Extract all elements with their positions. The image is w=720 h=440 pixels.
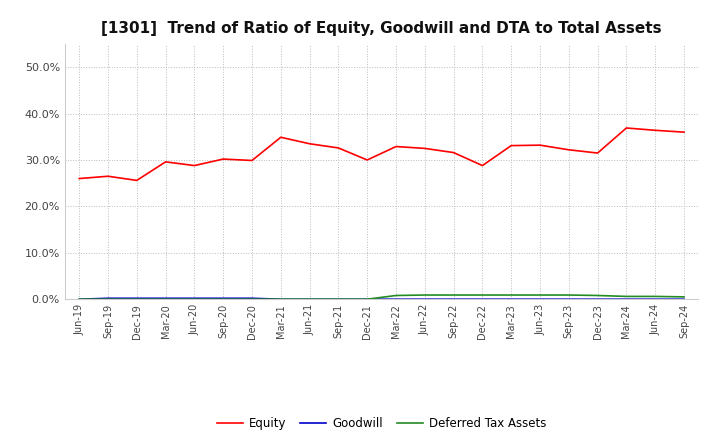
- Equity: [190, 163, 199, 168]
- Deferred Tax Assets: [75, 297, 84, 302]
- Line: Equity: Equity: [79, 128, 684, 180]
- Deferred Tax Assets: [593, 293, 602, 298]
- Deferred Tax Assets: [190, 297, 199, 302]
- Goodwill: [449, 297, 458, 302]
- Goodwill: [564, 297, 573, 302]
- Equity: [305, 141, 314, 147]
- Deferred Tax Assets: [507, 293, 516, 298]
- Equity: [363, 158, 372, 163]
- Equity: [564, 147, 573, 152]
- Deferred Tax Assets: [680, 294, 688, 300]
- Deferred Tax Assets: [478, 293, 487, 298]
- Deferred Tax Assets: [564, 293, 573, 298]
- Line: Deferred Tax Assets: Deferred Tax Assets: [79, 295, 684, 299]
- Goodwill: [593, 297, 602, 302]
- Goodwill: [420, 297, 429, 302]
- Equity: [420, 146, 429, 151]
- Goodwill: [536, 297, 544, 302]
- Goodwill: [363, 297, 372, 302]
- Goodwill: [392, 297, 400, 302]
- Equity: [334, 145, 343, 150]
- Line: Goodwill: Goodwill: [79, 298, 684, 299]
- Goodwill: [190, 296, 199, 301]
- Goodwill: [680, 297, 688, 302]
- Deferred Tax Assets: [161, 297, 170, 302]
- Deferred Tax Assets: [363, 297, 372, 302]
- Goodwill: [622, 297, 631, 302]
- Equity: [392, 144, 400, 149]
- Equity: [651, 128, 660, 133]
- Equity: [536, 143, 544, 148]
- Goodwill: [305, 297, 314, 302]
- Goodwill: [75, 297, 84, 302]
- Equity: [75, 176, 84, 181]
- Equity: [248, 158, 256, 163]
- Goodwill: [104, 296, 112, 301]
- Deferred Tax Assets: [536, 293, 544, 298]
- Deferred Tax Assets: [219, 297, 228, 302]
- Legend: Equity, Goodwill, Deferred Tax Assets: Equity, Goodwill, Deferred Tax Assets: [212, 412, 551, 435]
- Goodwill: [248, 296, 256, 301]
- Equity: [161, 159, 170, 165]
- Goodwill: [478, 297, 487, 302]
- Equity: [219, 157, 228, 162]
- Equity: [104, 174, 112, 179]
- Deferred Tax Assets: [104, 297, 112, 302]
- Goodwill: [132, 296, 141, 301]
- Equity: [680, 129, 688, 135]
- Goodwill: [334, 297, 343, 302]
- Deferred Tax Assets: [248, 297, 256, 302]
- Title: [1301]  Trend of Ratio of Equity, Goodwill and DTA to Total Assets: [1301] Trend of Ratio of Equity, Goodwil…: [102, 21, 662, 36]
- Equity: [507, 143, 516, 148]
- Goodwill: [219, 296, 228, 301]
- Equity: [622, 125, 631, 131]
- Deferred Tax Assets: [420, 293, 429, 298]
- Deferred Tax Assets: [276, 297, 285, 302]
- Deferred Tax Assets: [334, 297, 343, 302]
- Deferred Tax Assets: [132, 297, 141, 302]
- Goodwill: [161, 296, 170, 301]
- Goodwill: [507, 297, 516, 302]
- Equity: [478, 163, 487, 168]
- Deferred Tax Assets: [651, 294, 660, 299]
- Deferred Tax Assets: [392, 293, 400, 298]
- Equity: [276, 135, 285, 140]
- Equity: [132, 178, 141, 183]
- Deferred Tax Assets: [622, 294, 631, 299]
- Goodwill: [651, 297, 660, 302]
- Equity: [449, 150, 458, 155]
- Deferred Tax Assets: [449, 293, 458, 298]
- Equity: [593, 150, 602, 156]
- Goodwill: [276, 297, 285, 302]
- Deferred Tax Assets: [305, 297, 314, 302]
